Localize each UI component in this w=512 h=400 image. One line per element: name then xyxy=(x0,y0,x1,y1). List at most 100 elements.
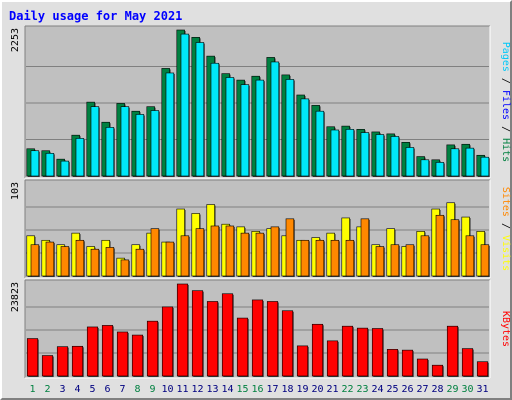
day-label: 24 xyxy=(371,384,383,395)
panel-3: 23823 KBytes xyxy=(10,279,511,379)
bar-sites-day-16 xyxy=(255,232,265,277)
legend-item: KBytes xyxy=(500,311,511,347)
legend-item: / xyxy=(500,217,511,235)
day-label: 10 xyxy=(161,384,173,395)
day-label: 31 xyxy=(476,384,488,395)
day-label: 14 xyxy=(221,384,233,395)
bar-sites-day-17 xyxy=(270,226,280,277)
bar-files-day-26 xyxy=(405,147,415,177)
bar-files-day-5 xyxy=(90,106,100,177)
day-label: 2 xyxy=(44,384,50,395)
day-label: 1 xyxy=(29,384,35,395)
bar-kbytes-day-5 xyxy=(86,326,99,377)
legend-item: / xyxy=(500,120,511,138)
bar-files-day-13 xyxy=(210,62,220,177)
bar-sites-day-28 xyxy=(435,214,445,277)
day-label: 13 xyxy=(206,384,218,395)
day-label: 23 xyxy=(356,384,368,395)
bar-kbytes-day-26 xyxy=(401,349,414,377)
bar-kbytes-day-9 xyxy=(146,320,159,377)
bar-files-day-28 xyxy=(435,162,445,177)
bar-kbytes-day-3 xyxy=(56,346,69,377)
bar-files-day-19 xyxy=(300,98,310,177)
day-label: 25 xyxy=(386,384,398,395)
day-label: 8 xyxy=(134,384,140,395)
bar-kbytes-day-30 xyxy=(461,348,474,377)
day-label: 15 xyxy=(236,384,248,395)
bar-sites-day-13 xyxy=(210,225,220,277)
bar-sites-day-31 xyxy=(480,244,490,277)
day-label: 19 xyxy=(296,384,308,395)
bar-kbytes-day-11 xyxy=(176,283,189,377)
bar-sites-day-7 xyxy=(120,259,130,277)
bar-kbytes-day-20 xyxy=(311,323,324,377)
day-label: 20 xyxy=(311,384,323,395)
bar-kbytes-day-1 xyxy=(26,338,39,377)
bar-kbytes-day-31 xyxy=(476,361,489,377)
bar-sites-day-26 xyxy=(405,244,415,277)
bar-files-day-11 xyxy=(180,33,190,177)
bar-kbytes-day-22 xyxy=(341,325,354,377)
bar-files-day-24 xyxy=(375,134,385,177)
bar-files-day-25 xyxy=(390,136,400,177)
bar-files-day-1 xyxy=(30,150,40,177)
day-label: 18 xyxy=(281,384,293,395)
x-axis-labels: 1 2 3 4 5 6 7 8 9 10 11 12 13 14 15 16 17 18 19 20 21 22 23 24 2… xyxy=(29,384,488,395)
bar-sites-day-9 xyxy=(150,228,160,277)
bar-kbytes-day-8 xyxy=(131,334,144,377)
bar-files-day-27 xyxy=(420,159,430,177)
bar-files-day-23 xyxy=(360,132,370,177)
bar-kbytes-day-24 xyxy=(371,328,384,377)
bar-sites-day-24 xyxy=(375,246,385,277)
bar-files-day-18 xyxy=(285,79,295,177)
legend-item: Files xyxy=(500,90,511,120)
bar-files-day-22 xyxy=(345,129,355,177)
bar-sites-day-3 xyxy=(60,246,70,277)
bar-files-day-4 xyxy=(75,138,85,177)
legend: KBytes xyxy=(500,311,511,347)
bar-files-day-9 xyxy=(150,110,160,177)
bar-files-day-15 xyxy=(240,84,250,177)
day-label: 28 xyxy=(431,384,443,395)
bar-kbytes-day-23 xyxy=(356,327,369,377)
bar-sites-day-14 xyxy=(225,225,235,277)
bar-sites-day-20 xyxy=(315,239,325,277)
panel-2: 103 Sites / Visits xyxy=(10,179,511,279)
legend-item: Visits xyxy=(500,235,511,271)
y-max-label: 23823 xyxy=(10,282,21,312)
bar-kbytes-day-28 xyxy=(431,364,444,377)
bar-sites-day-2 xyxy=(45,241,55,277)
bar-sites-day-18 xyxy=(285,218,295,277)
bar-kbytes-day-16 xyxy=(251,299,264,377)
bar-sites-day-10 xyxy=(165,241,175,277)
day-label: 30 xyxy=(461,384,473,395)
bar-files-day-14 xyxy=(225,77,235,177)
day-label: 11 xyxy=(176,384,188,395)
bar-kbytes-day-15 xyxy=(236,317,249,377)
bar-files-day-2 xyxy=(45,153,55,177)
bar-kbytes-day-14 xyxy=(221,293,234,377)
bar-sites-day-12 xyxy=(195,228,205,277)
day-label: 3 xyxy=(59,384,65,395)
bar-sites-day-1 xyxy=(30,244,40,277)
day-label: 21 xyxy=(326,384,338,395)
bar-sites-day-4 xyxy=(75,239,85,277)
bar-sites-day-27 xyxy=(420,235,430,277)
bar-files-day-10 xyxy=(165,72,175,177)
bar-kbytes-day-12 xyxy=(191,290,204,377)
legend-item: Pages xyxy=(500,42,511,72)
bar-sites-day-6 xyxy=(105,247,115,277)
bar-files-day-6 xyxy=(105,127,115,177)
bar-sites-day-23 xyxy=(360,218,370,277)
legend: Pages / Files / Hits xyxy=(500,42,511,162)
bar-kbytes-day-13 xyxy=(206,301,219,377)
day-label: 5 xyxy=(89,384,95,395)
bar-sites-day-15 xyxy=(240,232,250,277)
bar-files-day-21 xyxy=(330,129,340,177)
bar-kbytes-day-25 xyxy=(386,349,399,377)
bar-kbytes-day-27 xyxy=(416,358,429,377)
day-label: 4 xyxy=(74,384,80,395)
y-max-label: 103 xyxy=(10,182,21,200)
y-max-label: 2253 xyxy=(10,28,21,52)
